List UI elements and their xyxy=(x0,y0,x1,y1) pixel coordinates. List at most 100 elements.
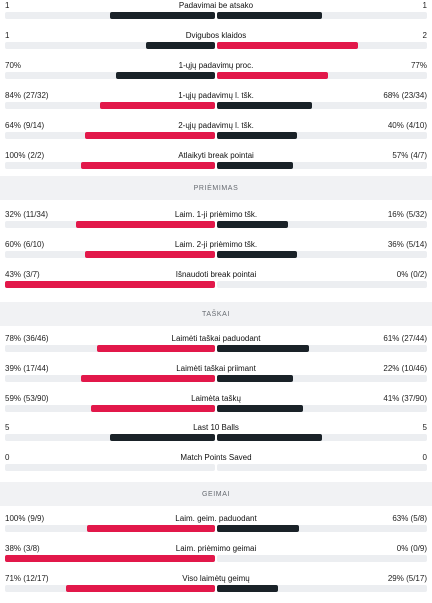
stat-label: Atlaikyti break pointai xyxy=(178,151,254,160)
home-bar-fill xyxy=(116,72,215,79)
home-value: 59% (53/90) xyxy=(5,394,49,403)
home-bar-track xyxy=(5,72,215,79)
away-value: 2 xyxy=(422,31,427,40)
home-value: 64% (9/14) xyxy=(5,121,45,130)
home-value: 84% (27/32) xyxy=(5,91,49,100)
away-value: 40% (4/10) xyxy=(387,121,427,130)
home-value: 1 xyxy=(5,1,10,10)
home-bar-fill xyxy=(65,585,215,592)
away-bar-track xyxy=(217,221,427,228)
stat-label: Išnaudoti break pointai xyxy=(175,270,257,279)
away-bar-fill xyxy=(217,162,293,169)
away-bar-fill xyxy=(217,12,322,19)
away-bar-track xyxy=(217,434,427,441)
away-bar-track xyxy=(217,72,427,79)
home-bar-track xyxy=(5,281,215,288)
home-value: 70% xyxy=(5,61,22,70)
home-value: 43% (3/7) xyxy=(5,270,40,279)
stat-label: Laimėti taškai paduodant xyxy=(171,334,261,343)
section-header: GEIMAI xyxy=(0,482,432,506)
away-bar-fill xyxy=(217,375,293,382)
home-bar-track xyxy=(5,525,215,532)
home-bar-fill xyxy=(80,162,215,169)
stat-row: 1 Dvigubos klaidos 2 xyxy=(0,30,432,60)
away-bar-fill xyxy=(217,132,297,139)
home-bar-track xyxy=(5,162,215,169)
stat-row: 39% (17/44) Laimėti taškai priimant 22% (1… xyxy=(0,363,432,393)
away-bar-fill xyxy=(217,585,278,592)
away-value: 16% (5/32) xyxy=(387,210,427,219)
home-bar-track xyxy=(5,555,215,562)
stat-label: 2-ųjų padavimų l. tšk. xyxy=(178,121,254,130)
away-bar-fill xyxy=(217,345,310,352)
away-bar-track xyxy=(217,585,427,592)
away-bar-fill xyxy=(217,525,299,532)
away-value: 36% (5/14) xyxy=(387,240,427,249)
away-bar-track xyxy=(217,102,427,109)
stat-row: 5 Last 10 Balls 5 xyxy=(0,422,432,452)
away-value: 68% (23/34) xyxy=(383,91,427,100)
away-bar-track xyxy=(217,132,427,139)
away-bar-fill xyxy=(217,405,304,412)
home-bar-fill xyxy=(86,525,215,532)
home-bar-fill xyxy=(97,345,215,352)
stat-row: 100% (2/2) Atlaikyti break pointai 57% (4/… xyxy=(0,150,432,180)
home-bar-fill xyxy=(99,102,215,109)
stat-row: 71% (12/17) Viso laimėtų geimų 29% (5/17) xyxy=(0,573,432,603)
away-bar-fill xyxy=(217,434,322,441)
away-value: 0% (0/2) xyxy=(396,270,427,279)
home-bar-track xyxy=(5,221,215,228)
away-value: 1 xyxy=(422,1,427,10)
home-bar-track xyxy=(5,375,215,382)
away-bar-track xyxy=(217,251,427,258)
home-bar-track xyxy=(5,251,215,258)
away-bar-track xyxy=(217,555,427,562)
home-bar-fill xyxy=(84,132,215,139)
away-bar-track xyxy=(217,464,427,471)
away-bar-fill xyxy=(217,42,358,49)
home-bar-track xyxy=(5,345,215,352)
away-value: 0 xyxy=(422,453,427,462)
home-bar-fill xyxy=(110,12,215,19)
stat-row: 38% (3/8) Laim. priėmimo geimai 0% (0/9) xyxy=(0,543,432,573)
away-value: 63% (5/8) xyxy=(392,514,427,523)
home-value: 100% (2/2) xyxy=(5,151,45,160)
stat-label: Laim. geim. paduodant xyxy=(175,514,257,523)
home-bar-track xyxy=(5,585,215,592)
away-bar-track xyxy=(217,162,427,169)
home-value: 5 xyxy=(5,423,10,432)
section-header: PRIĖMIMAS xyxy=(0,176,432,200)
away-value: 0% (0/9) xyxy=(396,544,427,553)
home-bar-track xyxy=(5,42,215,49)
home-bar-fill xyxy=(76,221,215,228)
away-value: 5 xyxy=(422,423,427,432)
away-value: 57% (4/7) xyxy=(392,151,427,160)
home-bar-track xyxy=(5,12,215,19)
stat-label: Last 10 Balls xyxy=(193,423,239,432)
away-bar-fill xyxy=(217,102,312,109)
away-value: 22% (10/46) xyxy=(383,364,427,373)
home-bar-fill xyxy=(84,251,215,258)
away-bar-track xyxy=(217,345,427,352)
home-bar-track xyxy=(5,434,215,441)
stat-row: 59% (53/90) Laimėta taškų 41% (37/90) xyxy=(0,393,432,423)
away-bar-track xyxy=(217,12,427,19)
stat-row: 60% (6/10) Laim. 2-ji priėmimo tšk. 36% (5… xyxy=(0,239,432,269)
stat-label: Laim. 1-ji priėmimo tšk. xyxy=(174,210,258,219)
home-bar-track xyxy=(5,464,215,471)
home-bar-fill xyxy=(91,405,215,412)
home-bar-fill xyxy=(110,434,215,441)
away-value: 29% (5/17) xyxy=(387,574,427,583)
home-bar-track xyxy=(5,102,215,109)
away-bar-track xyxy=(217,42,427,49)
away-bar-fill xyxy=(217,251,297,258)
home-value: 39% (17/44) xyxy=(5,364,49,373)
stat-label: Laim. 2-ji priėmimo tšk. xyxy=(174,240,258,249)
away-value: 77% xyxy=(410,61,427,70)
home-bar-track xyxy=(5,132,215,139)
stat-label: Viso laimėtų geimų xyxy=(182,574,250,583)
away-bar-fill xyxy=(217,72,329,79)
stat-label: Laimėta taškų xyxy=(191,394,241,403)
away-bar-track xyxy=(217,405,427,412)
home-bar-fill xyxy=(5,555,215,562)
